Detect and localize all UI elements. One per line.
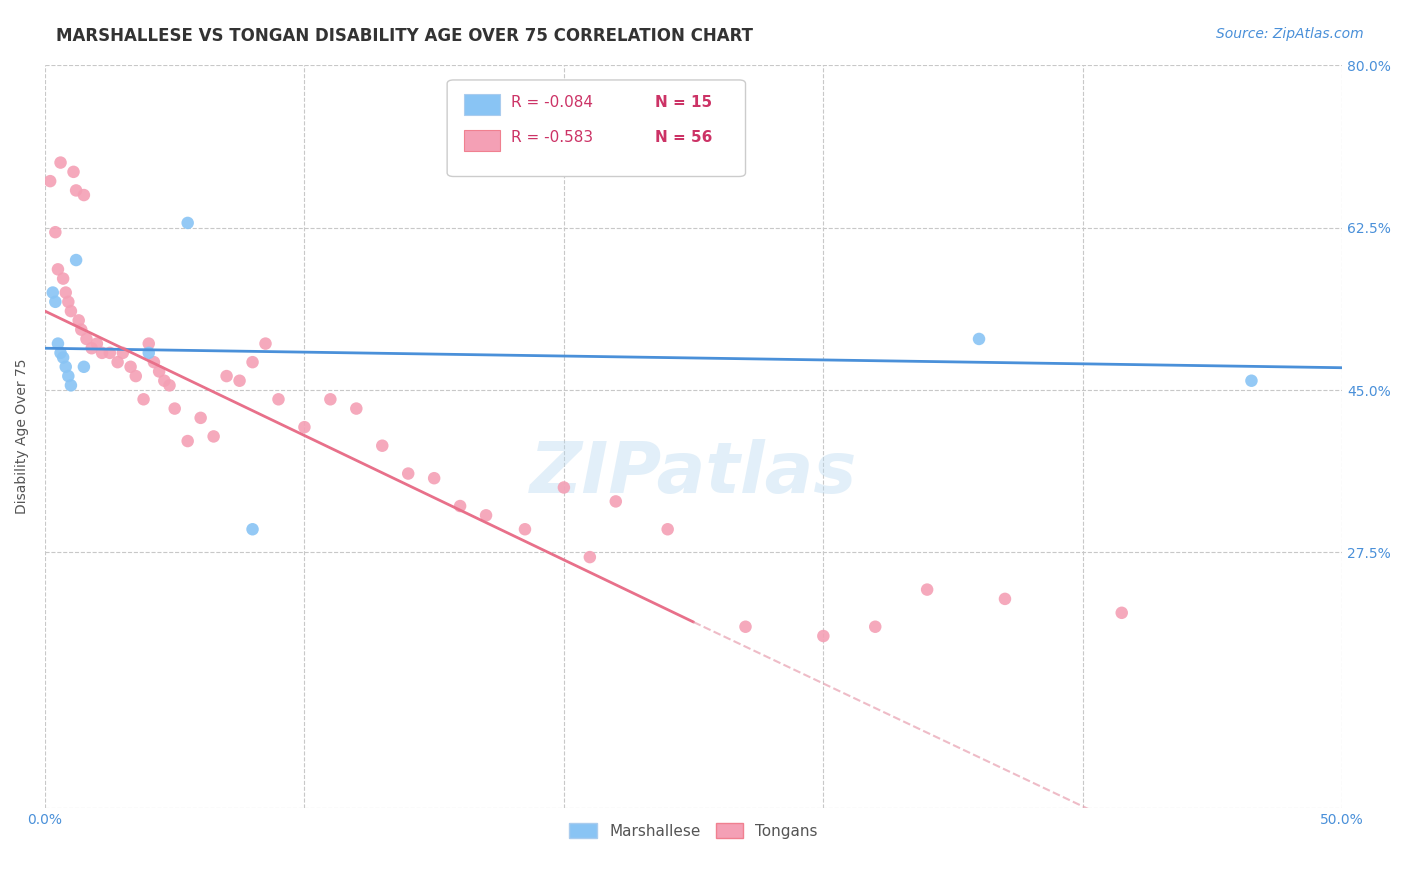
Point — [967, 332, 990, 346]
Point — [1111, 606, 1133, 620]
Point — [1240, 374, 1263, 388]
Point — [107, 355, 129, 369]
Point — [371, 439, 394, 453]
Point — [138, 346, 160, 360]
Text: Source: ZipAtlas.com: Source: ZipAtlas.com — [1216, 27, 1364, 41]
FancyBboxPatch shape — [464, 94, 501, 115]
Point — [513, 522, 536, 536]
Point — [153, 374, 176, 388]
Point — [344, 401, 367, 416]
Text: N = 15: N = 15 — [655, 95, 711, 110]
Point — [120, 359, 142, 374]
Point — [49, 346, 72, 360]
Point — [579, 550, 602, 565]
Point — [55, 285, 77, 300]
Point — [132, 392, 155, 407]
Point — [86, 336, 108, 351]
Point — [76, 332, 98, 346]
Point — [73, 359, 96, 374]
Point — [44, 225, 66, 239]
Point — [396, 467, 419, 481]
Point — [65, 253, 87, 268]
Point — [865, 620, 887, 634]
Point — [49, 155, 72, 169]
Text: N = 56: N = 56 — [655, 130, 711, 145]
Point — [91, 346, 114, 360]
Point — [267, 392, 290, 407]
Point — [159, 378, 181, 392]
Point — [228, 374, 250, 388]
Point — [242, 522, 264, 536]
Point — [190, 410, 212, 425]
Point — [80, 341, 103, 355]
Point — [142, 355, 165, 369]
Point — [46, 262, 69, 277]
Point — [58, 294, 80, 309]
Point — [254, 336, 277, 351]
Text: R = -0.084: R = -0.084 — [510, 95, 593, 110]
Point — [44, 294, 66, 309]
Point — [734, 620, 756, 634]
Point — [46, 336, 69, 351]
Point — [163, 401, 186, 416]
Text: MARSHALLESE VS TONGAN DISABILITY AGE OVER 75 CORRELATION CHART: MARSHALLESE VS TONGAN DISABILITY AGE OVE… — [56, 27, 754, 45]
Point — [98, 346, 121, 360]
Point — [657, 522, 679, 536]
Point — [59, 304, 82, 318]
Point — [58, 369, 80, 384]
Point — [202, 429, 225, 443]
Point — [915, 582, 938, 597]
Point — [55, 359, 77, 374]
Point — [111, 346, 134, 360]
Point — [176, 216, 198, 230]
FancyBboxPatch shape — [447, 80, 745, 177]
Point — [449, 499, 471, 513]
Point — [475, 508, 498, 523]
Point — [73, 188, 96, 202]
Point — [39, 174, 62, 188]
Point — [242, 355, 264, 369]
FancyBboxPatch shape — [464, 129, 501, 151]
Point — [67, 313, 90, 327]
Legend: Marshallese, Tongans: Marshallese, Tongans — [564, 816, 824, 845]
Point — [125, 369, 148, 384]
Point — [148, 364, 170, 378]
Point — [42, 285, 65, 300]
Point — [294, 420, 316, 434]
Point — [215, 369, 238, 384]
Text: ZIPatlas: ZIPatlas — [530, 439, 858, 508]
Point — [994, 591, 1017, 606]
Point — [138, 336, 160, 351]
Point — [62, 165, 84, 179]
Text: R = -0.583: R = -0.583 — [510, 130, 593, 145]
Point — [319, 392, 342, 407]
Y-axis label: Disability Age Over 75: Disability Age Over 75 — [15, 359, 30, 514]
Point — [52, 351, 75, 365]
Point — [423, 471, 446, 485]
Point — [65, 183, 87, 197]
Point — [52, 271, 75, 285]
Point — [605, 494, 627, 508]
Point — [59, 378, 82, 392]
Point — [813, 629, 835, 643]
Point — [176, 434, 198, 448]
Point — [70, 323, 93, 337]
Point — [553, 481, 575, 495]
